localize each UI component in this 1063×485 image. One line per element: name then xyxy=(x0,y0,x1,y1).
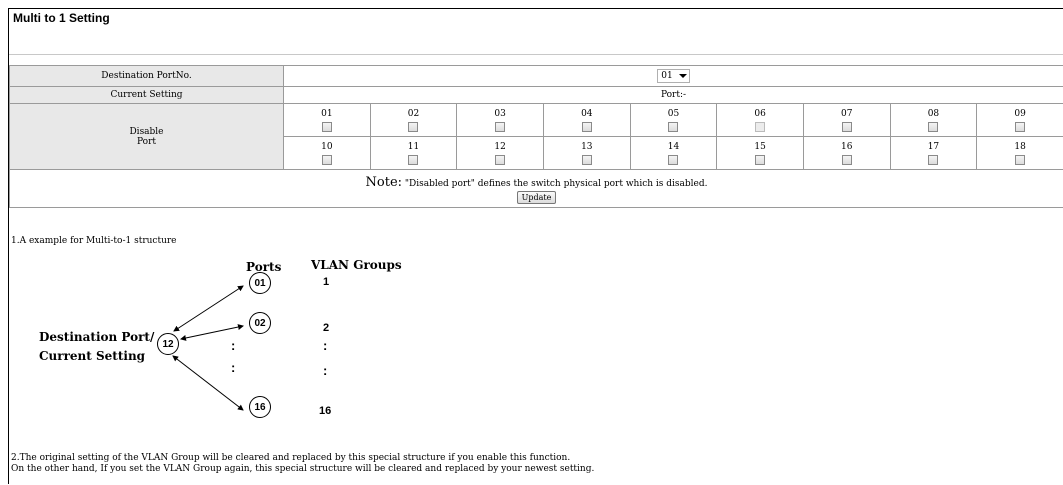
disable-port-label: Disable Port xyxy=(10,104,284,170)
port-number: 02 xyxy=(371,108,457,120)
port-circle: 01 xyxy=(249,272,271,294)
port-number: 13 xyxy=(544,141,630,153)
footnote-line-1: 2.The original setting of the VLAN Group… xyxy=(11,453,594,464)
port-checkbox[interactable] xyxy=(668,155,678,165)
port-checkbox[interactable] xyxy=(842,155,852,165)
port-checkbox-disabled xyxy=(755,122,765,132)
port-number: 12 xyxy=(457,141,543,153)
port-checkbox[interactable] xyxy=(928,155,938,165)
example-footnote: 2.The original setting of the VLAN Group… xyxy=(11,453,594,475)
port-cell: 02 xyxy=(370,104,457,137)
port-number: 17 xyxy=(891,141,977,153)
note-line: Note: "Disabled port" defines the switch… xyxy=(10,175,1063,190)
current-setting-value: Port:- xyxy=(284,87,1063,104)
port-number: 05 xyxy=(631,108,717,120)
update-button[interactable]: Update xyxy=(517,191,557,204)
port-checkbox[interactable] xyxy=(582,122,592,132)
destination-row: Destination PortNo. 01 xyxy=(10,66,1063,87)
port-checkbox[interactable] xyxy=(408,122,418,132)
port-checkbox[interactable] xyxy=(322,155,332,165)
example-section: 1.A example for Multi-to-1 structure Por… xyxy=(9,228,1063,485)
disable-label-line2: Port xyxy=(10,137,283,147)
groups-ellipsis: : xyxy=(323,363,327,378)
port-number: 03 xyxy=(457,108,543,120)
page-title: Multi to 1 Setting xyxy=(13,11,110,25)
port-cell: 08 xyxy=(890,104,977,137)
note-text: "Disabled port" defines the switch physi… xyxy=(402,179,707,189)
port-cell: 14 xyxy=(630,137,717,170)
port-cell: 05 xyxy=(630,104,717,137)
current-setting-row: Current Setting Port:- xyxy=(10,87,1063,104)
arrow-12-to-01 xyxy=(174,286,243,331)
disable-port-row-1: Disable Port 01 02 03 04 05 06 07 08 09 xyxy=(10,104,1063,137)
port-circle: 02 xyxy=(249,312,271,334)
port-number: 09 xyxy=(977,108,1063,120)
port-number: 11 xyxy=(371,141,457,153)
port-checkbox[interactable] xyxy=(582,155,592,165)
destination-port-value: 01 xyxy=(661,71,672,81)
port-cell: 01 xyxy=(284,104,371,137)
groups-ellipsis: : xyxy=(323,338,327,353)
port-checkbox[interactable] xyxy=(495,122,505,132)
page-frame: Multi to 1 Setting Destination PortNo. 0… xyxy=(8,8,1063,484)
port-number: 10 xyxy=(284,141,370,153)
port-number: 04 xyxy=(544,108,630,120)
vlan-group-label: 2 xyxy=(323,322,329,334)
note-label: Note: xyxy=(366,175,403,190)
port-circle: 16 xyxy=(249,396,271,418)
destination-port-label: Destination Port/ xyxy=(39,330,154,344)
port-checkbox[interactable] xyxy=(1015,155,1025,165)
destination-label: Destination PortNo. xyxy=(10,66,284,87)
port-number: 08 xyxy=(891,108,977,120)
title-divider xyxy=(9,54,1063,55)
vlan-group-label: 1 xyxy=(323,276,329,288)
port-number: 16 xyxy=(804,141,890,153)
settings-table: Destination PortNo. 01 Current Setting P… xyxy=(9,65,1063,208)
destination-port-circle: 12 xyxy=(157,333,179,355)
port-cell: 15 xyxy=(717,137,804,170)
port-number: 18 xyxy=(977,141,1063,153)
port-cell: 11 xyxy=(370,137,457,170)
port-cell: 10 xyxy=(284,137,371,170)
port-cell: 04 xyxy=(543,104,630,137)
port-cell: 03 xyxy=(457,104,544,137)
port-checkbox[interactable] xyxy=(495,155,505,165)
destination-cell: 01 xyxy=(284,66,1063,87)
multi-to-1-diagram: Ports VLAN Groups 01 02 16 12 Destinatio… xyxy=(9,258,429,448)
port-checkbox[interactable] xyxy=(668,122,678,132)
port-checkbox[interactable] xyxy=(1015,122,1025,132)
chevron-down-icon xyxy=(679,74,687,78)
port-checkbox[interactable] xyxy=(928,122,938,132)
port-cell: 16 xyxy=(803,137,890,170)
port-checkbox[interactable] xyxy=(755,155,765,165)
note-row: Note: "Disabled port" defines the switch… xyxy=(10,170,1063,208)
port-checkbox[interactable] xyxy=(842,122,852,132)
port-number: 06 xyxy=(717,108,803,120)
vlan-group-label: 16 xyxy=(319,405,331,417)
destination-port-select[interactable]: 01 xyxy=(657,69,689,83)
port-cell: 09 xyxy=(977,104,1063,137)
port-checkbox[interactable] xyxy=(408,155,418,165)
note-cell: Note: "Disabled port" defines the switch… xyxy=(10,170,1063,208)
port-cell: 07 xyxy=(803,104,890,137)
port-cell: 13 xyxy=(543,137,630,170)
current-setting-label: Current Setting xyxy=(39,349,145,363)
footnote-line-2: On the other hand, If you set the VLAN G… xyxy=(11,464,594,475)
current-setting-label: Current Setting xyxy=(10,87,284,104)
port-cell: 18 xyxy=(977,137,1063,170)
port-cell: 06 xyxy=(717,104,804,137)
port-number: 15 xyxy=(717,141,803,153)
vlan-groups-header: VLAN Groups xyxy=(311,258,402,272)
port-number: 07 xyxy=(804,108,890,120)
port-number: 14 xyxy=(631,141,717,153)
ports-ellipsis: : xyxy=(231,360,235,375)
disable-label-line1: Disable xyxy=(10,127,283,137)
port-checkbox[interactable] xyxy=(322,122,332,132)
ports-ellipsis: : xyxy=(231,338,235,353)
port-cell: 17 xyxy=(890,137,977,170)
port-cell: 12 xyxy=(457,137,544,170)
example-heading: 1.A example for Multi-to-1 structure xyxy=(11,236,177,246)
port-number: 01 xyxy=(284,108,370,120)
